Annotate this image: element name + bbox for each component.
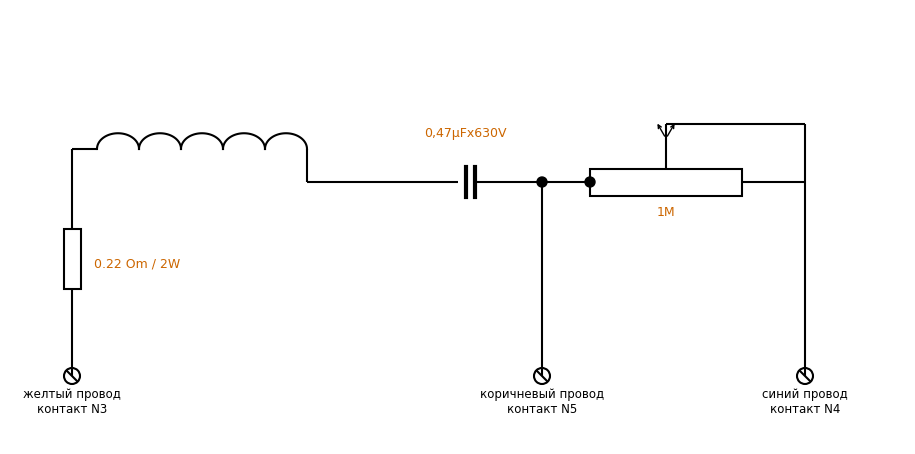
Circle shape <box>585 177 595 187</box>
Text: 0.22 Om / 2W: 0.22 Om / 2W <box>94 257 180 271</box>
Text: 0,47μFx630V: 0,47μFx630V <box>424 127 506 140</box>
Bar <box>63 229 81 289</box>
Text: желтый провод
контакт N3: желтый провод контакт N3 <box>23 388 121 416</box>
Circle shape <box>537 177 547 187</box>
Text: коричневый провод
контакт N5: коричневый провод контакт N5 <box>480 388 604 416</box>
Bar <box>590 168 742 196</box>
Text: синий провод
контакт N4: синий провод контакт N4 <box>762 388 848 416</box>
Text: 1M: 1M <box>657 206 675 218</box>
